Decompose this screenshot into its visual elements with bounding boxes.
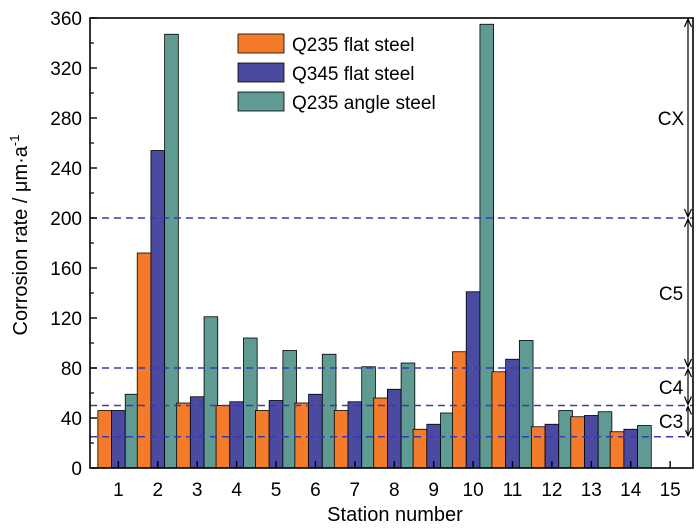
bar-station-13-series-1 (570, 416, 585, 469)
y-axis-title-text: Corrosion rate / μm·a (10, 145, 32, 335)
class-band-arrowhead-top (683, 367, 693, 378)
class-band-arrowhead-top (683, 17, 693, 28)
bar-station-11-series-2 (505, 358, 520, 469)
bar-station-11-series-1 (491, 371, 507, 469)
x-tick-label: 6 (310, 480, 321, 501)
bar-station-9-series-1 (412, 428, 428, 469)
y-tick-label: 360 (50, 9, 82, 30)
x-tick-label: 13 (581, 480, 602, 501)
x-tick-label: 10 (463, 480, 484, 501)
bar-station-1-series-2 (111, 410, 126, 469)
legend-item-1: Q235 flat steel (237, 33, 415, 56)
legend-item-2: Q345 flat steel (237, 62, 415, 85)
class-band-label-bg (656, 375, 686, 396)
bar-station-5-series-1 (255, 410, 270, 469)
class-band-label: C5 (659, 284, 683, 305)
class-band-arrowhead-bottom (683, 208, 693, 219)
y-tick-label: 320 (50, 59, 82, 80)
class-band-c4: C4 (656, 367, 693, 406)
class-band-arrowhead-bottom (683, 396, 693, 406)
x-tick-label: 14 (620, 480, 642, 501)
legend-swatch (237, 62, 285, 83)
class-band-label: C3 (659, 412, 683, 433)
y-tick-label: 280 (50, 109, 82, 130)
legend-item-3: Q235 angle steel (237, 91, 436, 114)
x-tick-label: 9 (428, 480, 439, 501)
class-band-c5: C5 (656, 217, 693, 369)
x-tick-label: 11 (503, 480, 523, 501)
class-band-label-bg (656, 282, 686, 302)
bar-station-12-series-1 (530, 426, 546, 469)
class-band-label-bg (656, 410, 686, 431)
y-tick-label: 240 (50, 159, 82, 180)
legend-label: Q235 flat steel (292, 35, 415, 56)
x-tick-label: 3 (192, 480, 203, 501)
x-axis: 1 2 3 4 5 6 7 8 9 10 11 12 13 14 15 (113, 461, 681, 501)
legend-swatch (237, 33, 285, 54)
class-band-arrowhead-top (683, 217, 693, 228)
bar-station-5-series-2 (268, 400, 284, 469)
bar-station-2-series-2 (150, 150, 166, 469)
y-tick-label: 120 (50, 309, 82, 330)
class-band-cx: CX (656, 17, 693, 219)
bar-station-6-series-1 (294, 402, 309, 469)
class-band-arrowhead-bottom (683, 427, 693, 438)
class-band-c3: C3 (656, 405, 693, 438)
bar-station-10-series-2 (465, 291, 481, 469)
y-tick-label: 80 (61, 359, 82, 380)
x-tick-label: 8 (389, 480, 400, 501)
bar-station-8-series-2 (387, 388, 402, 469)
x-tick-label: 5 (271, 480, 282, 501)
bar-station-7-series-2 (347, 401, 363, 469)
x-tick-label: 2 (152, 480, 163, 501)
bar-station-8-series-1 (373, 397, 388, 469)
y-tick-label: 0 (71, 459, 82, 480)
bar-station-4-series-2 (229, 401, 244, 469)
y-axis: 0 40 80 120 160 200 240 280 320 360 (50, 9, 97, 480)
y-axis-title-superscript: -1 (7, 135, 22, 147)
bar-station-13-series-2 (584, 415, 599, 469)
bar-station-3-series-1 (176, 402, 191, 469)
y-tick-label: 160 (50, 259, 82, 280)
class-bands: C3 C4 C5 CX (656, 17, 693, 438)
bar-station-10-series-1 (452, 351, 467, 469)
x-tick-label: 7 (350, 480, 361, 501)
bar-station-2-series-1 (136, 252, 152, 469)
class-band-arrowhead-bottom (683, 358, 693, 369)
class-band-label: C4 (659, 378, 684, 399)
x-tick-label: 12 (541, 480, 562, 501)
bars-layer (97, 23, 652, 469)
class-band-label: CX (658, 109, 685, 130)
legend-swatch (237, 91, 285, 112)
legend: Q235 flat steel Q345 flat steel Q235 angle… (237, 33, 436, 114)
bar-station-3-series-2 (189, 396, 205, 469)
bar-station-1-series-1 (97, 410, 112, 469)
legend-label: Q345 flat steel (292, 64, 415, 85)
legend-label: Q235 angle steel (292, 93, 436, 114)
reference-lines (90, 217, 693, 438)
x-tick-label: 1 (113, 480, 124, 501)
class-band-label-bg (656, 107, 686, 127)
x-tick-label: 15 (660, 480, 681, 501)
bar-station-7-series-1 (333, 410, 349, 469)
bar-station-14-series-3 (637, 425, 652, 469)
x-axis-title: Station number (327, 504, 463, 526)
y-tick-label: 200 (50, 209, 82, 230)
y-axis-title: Corrosion rate / μm·a-1 (7, 135, 32, 336)
y-tick-label: 40 (61, 409, 82, 430)
x-tick-label: 4 (231, 480, 242, 501)
